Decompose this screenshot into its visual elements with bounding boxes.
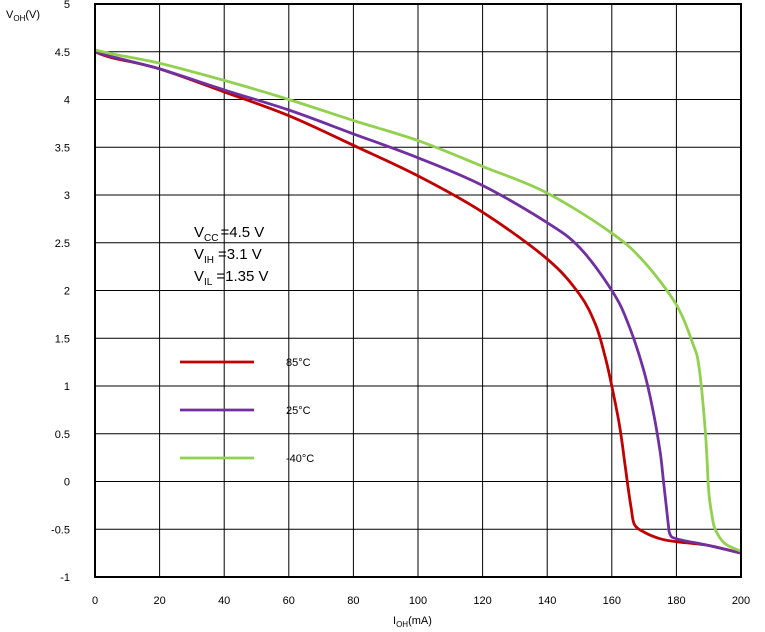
y-tick-label: 1.5 [55,333,70,345]
y-tick-labels: -1 -0.5 0 0.5 1 1.5 2 2.5 3 3.5 4 4.5 5 [51,0,70,584]
plot-frame [94,3,742,578]
x-tick-label: 160 [603,595,621,607]
y-tick-label: 3 [64,190,70,202]
x-tick-label: 180 [667,595,685,607]
legend-label-1: 25°C [286,405,311,417]
y-tick-label: -1 [60,572,70,584]
y-tick-label: 4 [64,95,70,107]
grid [94,3,742,578]
x-tick-label: 80 [347,595,359,607]
y-tick-label: 1 [64,381,70,393]
y-tick-label: 5 [64,0,70,11]
vil-annotation: VIL =1.35 V [194,268,269,288]
x-tick-label: 200 [732,595,750,607]
condition-annotations: VCC =4.5 V VIH =3.1 V VIL =1.35 V [194,224,269,288]
x-tick-label: 120 [473,595,491,607]
x-tick-labels: 0 20 40 60 80 100 120 140 160 180 200 [92,595,750,607]
y-tick-label: 2 [64,286,70,298]
legend: 85°C 25°C -40°C [180,357,314,465]
y-tick-label: 3.5 [55,142,70,154]
x-tick-label: 60 [283,595,295,607]
legend-label-0: 85°C [286,357,311,369]
y-tick-label: 2.5 [55,238,70,250]
x-tick-label: 20 [153,595,165,607]
series-line-2 [94,48,742,553]
x-tick-label: 100 [409,595,427,607]
x-tick-label: 40 [218,595,230,607]
y-tick-label: 4.5 [55,47,70,59]
vcc-annotation: VCC =4.5 V [194,224,264,244]
series-line-1 [94,50,742,555]
legend-label-2: -40°C [286,453,314,465]
vih-annotation: VIH =3.1 V [194,246,262,266]
y-tick-label: -0.5 [51,524,70,536]
x-axis-title: IOH(mA) [393,615,432,629]
series-line-0 [94,50,742,555]
curves [94,48,742,555]
y-axis-title: VOH(V) [6,9,40,23]
y-tick-label: 0.5 [55,429,70,441]
y-tick-label: 0 [64,477,70,489]
x-tick-label: 0 [92,595,98,607]
x-tick-label: 140 [538,595,556,607]
